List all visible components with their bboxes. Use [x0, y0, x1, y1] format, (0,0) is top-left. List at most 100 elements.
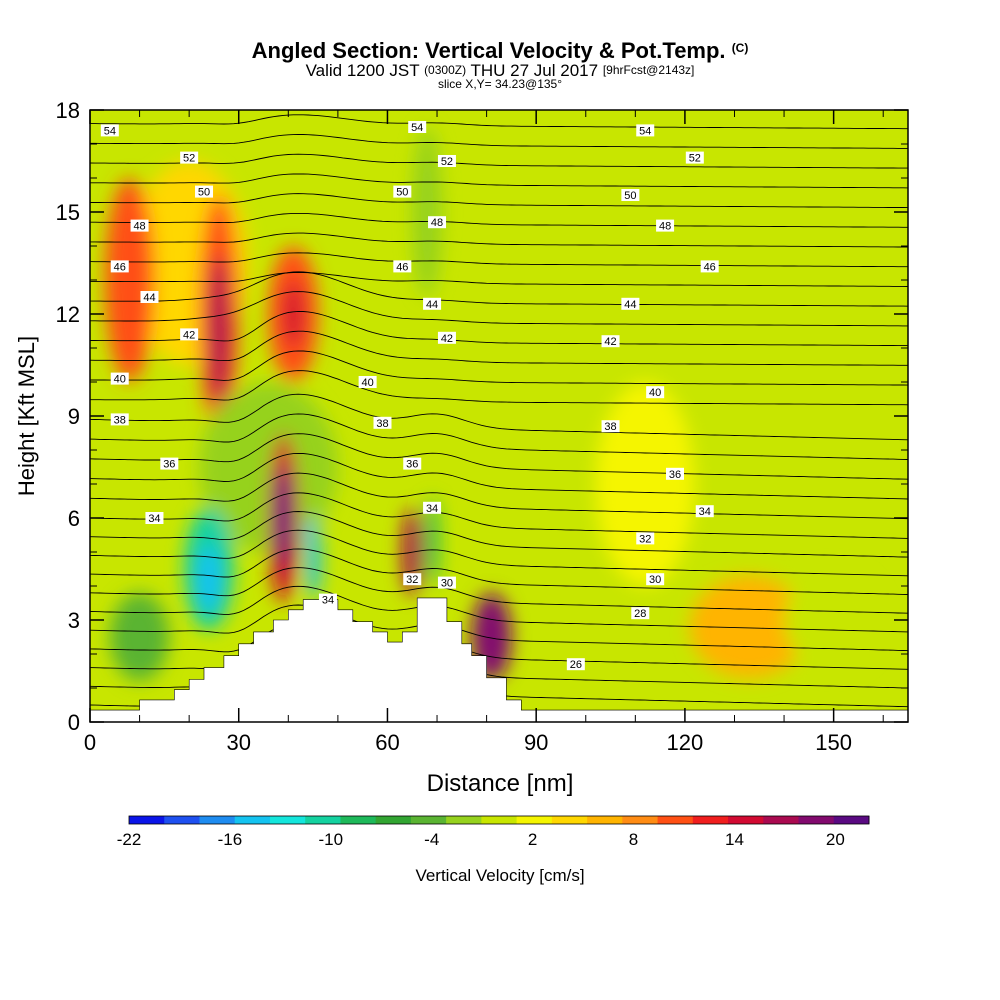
x-axis-label: Distance [nm] — [427, 770, 574, 797]
svg-text:32: 32 — [406, 574, 418, 586]
isentrope-label: 42 — [601, 335, 620, 348]
colorbar-tick-label: 14 — [725, 830, 744, 849]
valid-time: Valid 1200 JST — [305, 61, 420, 80]
isentrope-label: 38 — [110, 413, 129, 426]
x-tick-label: 150 — [815, 730, 852, 755]
svg-text:38: 38 — [114, 414, 126, 426]
isentrope-label: 28 — [631, 607, 650, 620]
velocity-cell — [104, 178, 155, 382]
svg-text:36: 36 — [669, 469, 681, 481]
isentrope-line — [90, 567, 908, 614]
svg-text:52: 52 — [689, 153, 701, 165]
isentrope-line — [90, 370, 908, 406]
svg-text:30: 30 — [649, 574, 661, 586]
isentrope-line — [90, 272, 908, 287]
colorbar-swatch — [833, 816, 870, 824]
y-tick-label: 15 — [56, 200, 80, 225]
svg-text:44: 44 — [143, 292, 155, 304]
svg-text:30: 30 — [441, 578, 453, 590]
isentrope-label: 54 — [100, 124, 119, 137]
isentrope-line — [90, 452, 908, 500]
isentrope-line — [90, 252, 908, 268]
velocity-cell — [595, 382, 695, 586]
colorbar-frame — [128, 815, 870, 825]
isentrope-label: 38 — [373, 416, 392, 430]
svg-text:34: 34 — [426, 503, 438, 515]
colorbar-tick-label: 2 — [528, 830, 537, 849]
isentrope-line — [90, 291, 908, 327]
isentrope-line — [90, 472, 908, 520]
isentrope-line — [90, 310, 908, 347]
y-tick-label: 6 — [68, 506, 80, 531]
isentrope-label: 50 — [621, 189, 640, 202]
velocity-cell — [199, 382, 338, 552]
isentrope-label: 34 — [695, 505, 714, 518]
colorbar-label: Vertical Velocity [cm/s] — [415, 866, 584, 885]
isentrope-label: 26 — [566, 658, 585, 671]
velocity-cell — [689, 575, 809, 678]
svg-text:46: 46 — [704, 261, 716, 273]
terrain — [90, 597, 908, 722]
valid-time-line: Valid 1200 JST (0300Z) THU 27 Jul 2017 [… — [0, 61, 1000, 80]
isentrope-label: 38 — [601, 420, 620, 433]
svg-text:44: 44 — [426, 299, 438, 311]
isentrope-line — [90, 623, 908, 670]
colorbar-swatch — [763, 816, 800, 824]
svg-text:34: 34 — [322, 595, 334, 607]
velocity-cell — [208, 256, 229, 406]
svg-text:38: 38 — [604, 421, 616, 433]
svg-text:54: 54 — [104, 125, 116, 137]
colorbar-swatch — [375, 816, 412, 824]
isentrope-label: 30 — [437, 576, 456, 590]
x-tick-label: 120 — [667, 730, 704, 755]
isentrope-label: 34 — [145, 512, 164, 525]
isentrope-line — [90, 153, 908, 169]
x-axis: 0 30 60 90 120 150 — [84, 110, 884, 755]
isentrope-line — [90, 393, 908, 441]
colorbar-swatch — [622, 816, 659, 824]
forecast-info: [9hrFcst@2143z] — [602, 63, 695, 77]
isentrope-label: 52 — [437, 155, 456, 168]
svg-text:36: 36 — [406, 459, 418, 471]
title-main: Angled Section: Vertical Velocity & Pot.… — [251, 38, 726, 63]
y-tick-label: 12 — [56, 302, 80, 327]
svg-text:38: 38 — [376, 418, 388, 430]
svg-text:42: 42 — [441, 333, 453, 345]
isentrope-line — [90, 330, 908, 366]
isentrope-label: 30 — [646, 573, 665, 586]
svg-text:32: 32 — [639, 533, 651, 545]
colorbar-swatch — [728, 816, 764, 824]
isentrope-label: 44 — [621, 297, 640, 311]
colorbar-tick-label: 8 — [629, 830, 638, 849]
svg-text:50: 50 — [396, 187, 408, 199]
y-tick-label: 0 — [68, 710, 80, 735]
svg-text:40: 40 — [649, 387, 661, 399]
svg-text:48: 48 — [431, 217, 443, 229]
colorbar-swatch — [164, 816, 200, 824]
colorbar-tick-label: -4 — [424, 830, 439, 849]
colorbar-swatch — [269, 816, 306, 824]
isentrope-line — [90, 193, 908, 209]
plot-area: 54 54 54 52 52 52 50 50 50 48 48 48 46 46 46 44 44 44 42 42… — [90, 95, 908, 722]
isentrope-label: 46 — [700, 260, 719, 273]
isentrope-line — [90, 95, 908, 109]
colorbar-swatch — [446, 816, 482, 824]
colorbar-swatch — [587, 816, 623, 824]
colorbar-swatch — [199, 816, 236, 824]
isentrope-line — [90, 212, 908, 228]
isentrope-label: 34 — [423, 501, 442, 515]
svg-text:36: 36 — [163, 459, 175, 471]
svg-text:34: 34 — [148, 513, 160, 525]
y-axis-label: Height [Kft MSL] — [14, 336, 39, 496]
colorbar: -22 -16 -10 -4 2 8 14 20 — [117, 815, 870, 849]
velocity-cell — [275, 467, 291, 569]
isentrope-label: 44 — [140, 291, 159, 304]
isentrope-label: 52 — [685, 151, 704, 165]
isentrope-line — [90, 548, 908, 595]
isentrope-label: 48 — [656, 219, 675, 233]
isentrope-line — [90, 433, 908, 480]
velocity-cell — [109, 592, 170, 682]
isentrope-label: 42 — [180, 328, 199, 341]
isentrope-line — [90, 604, 908, 652]
